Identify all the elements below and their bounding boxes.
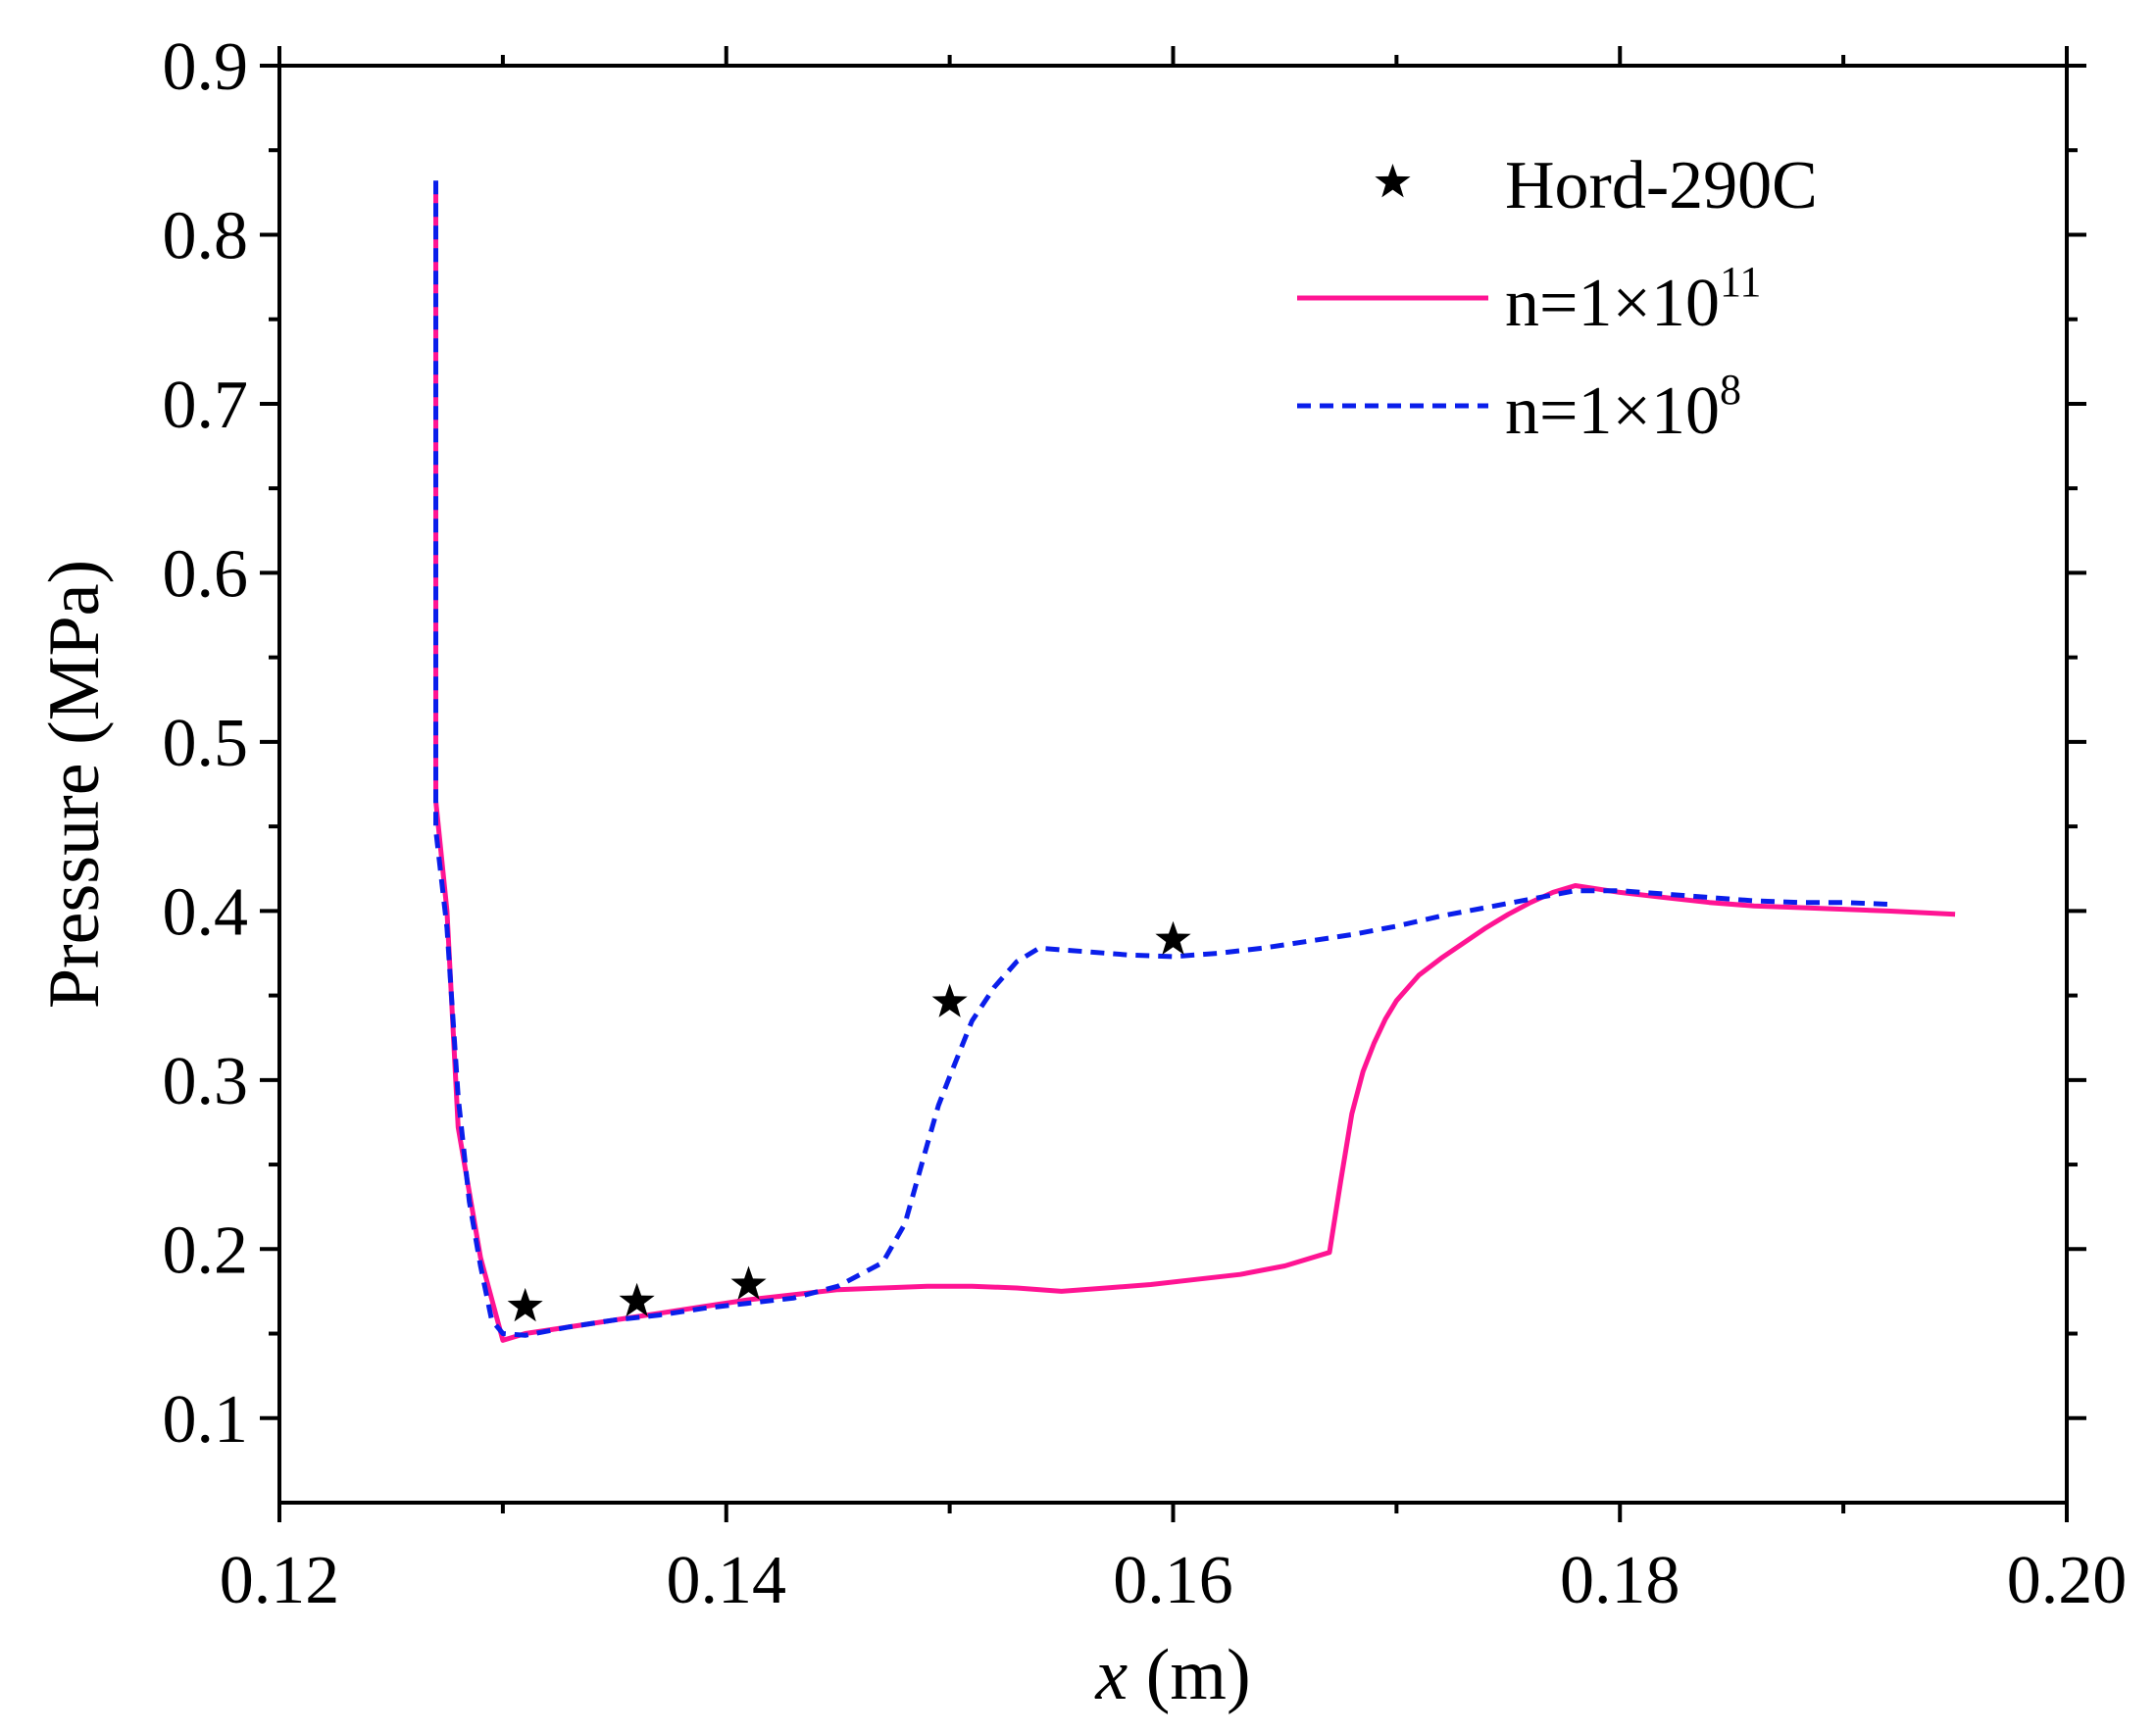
data-point-star — [1155, 920, 1191, 955]
series-line-1 — [433, 192, 1956, 1343]
y-tick-label: 0.7 — [163, 368, 249, 443]
series-line-2 — [433, 180, 1888, 1338]
series-layer — [433, 180, 1956, 1343]
data-point-star — [931, 983, 968, 1017]
plot-frame — [277, 64, 2069, 1505]
x-axis-title: x (m) — [1094, 1635, 1250, 1715]
tick-layer — [260, 46, 2086, 1522]
legend-label-n1e8-exponent: 8 — [1720, 366, 1741, 414]
x-axis-title-var: x — [1094, 1635, 1128, 1715]
y-tick-label: 0.5 — [163, 706, 249, 781]
data-point-star — [619, 1282, 655, 1317]
legend: Hord-290C n=1×1011 n=1×108 — [1297, 148, 1818, 449]
y-axis-title: Pressure (MPa) — [34, 560, 115, 1009]
x-tick-label: 0.16 — [1113, 1543, 1233, 1618]
x-tick-label: 0.20 — [2007, 1543, 2128, 1618]
legend-label-n1e11: n=1×1011 — [1505, 258, 1761, 341]
y-tick-label: 0.8 — [163, 198, 249, 273]
y-tick-label: 0.4 — [163, 874, 249, 950]
x-axis-title-unit: (m) — [1128, 1635, 1250, 1715]
legend-label-n1e8-base: n=1×10 — [1505, 373, 1720, 449]
data-point-star — [507, 1287, 543, 1322]
x-tick-label: 0.12 — [220, 1543, 340, 1618]
data-point-star — [730, 1265, 767, 1300]
y-tick-label: 0.2 — [163, 1213, 249, 1288]
y-tick-label: 0.6 — [163, 536, 249, 612]
y-tick-label: 0.3 — [163, 1044, 249, 1119]
tick-label-layer: 0.12 0.14 0.16 0.18 0.20 0.1 0.2 0.3 0.4 0.5 0.6 0.… — [163, 29, 2128, 1618]
legend-label-n1e11-base: n=1×10 — [1505, 266, 1720, 341]
y-tick-label: 0.9 — [163, 29, 249, 105]
legend-label-hord-290c: Hord-290C — [1505, 148, 1818, 223]
x-tick-label: 0.14 — [667, 1543, 787, 1618]
legend-marker-hord-290c — [1375, 164, 1411, 198]
y-tick-label: 0.1 — [163, 1382, 249, 1458]
x-tick-label: 0.18 — [1560, 1543, 1680, 1618]
legend-label-n1e11-exponent: 11 — [1720, 258, 1761, 306]
legend-label-n1e8: n=1×108 — [1505, 366, 1741, 449]
